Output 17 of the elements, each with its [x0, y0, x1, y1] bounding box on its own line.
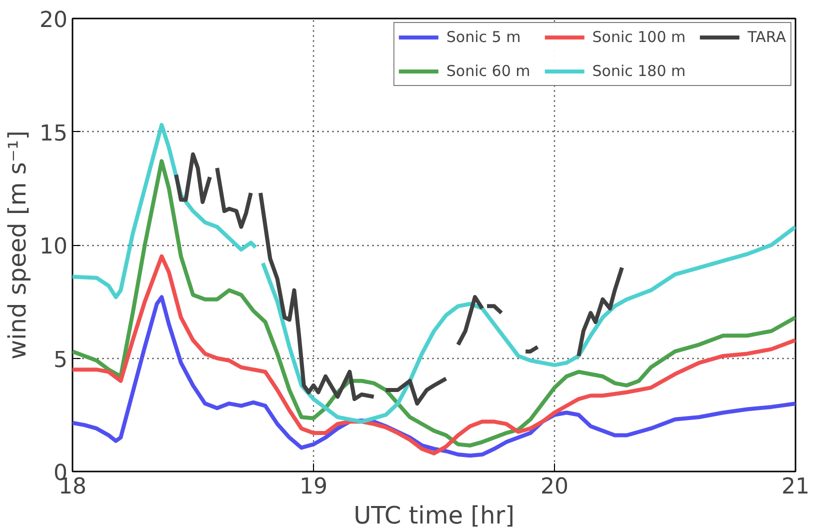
line-series: [72, 254, 796, 456]
x-axis-title: UTC time [hr]: [354, 502, 514, 530]
y-tick-label: 15: [40, 121, 68, 146]
x-tick-label: 21: [782, 474, 810, 500]
line-series: [72, 159, 796, 448]
legend-label: Sonic 60 m: [446, 62, 530, 80]
x-tick-label: 20: [540, 474, 569, 500]
legend-label: Sonic 100 m: [592, 28, 686, 46]
y-tick-label: 5: [54, 348, 68, 373]
line-series: [72, 295, 796, 458]
y-tick-label: 20: [40, 8, 68, 33]
y-tick-label: 10: [40, 234, 68, 260]
legend-label: TARA: [748, 28, 786, 46]
x-tick-label: 19: [300, 474, 328, 500]
legend-label: Sonic 180 m: [592, 62, 686, 80]
legend-label: Sonic 5 m: [446, 28, 521, 46]
y-axis-title: wind speed [m s⁻¹]: [4, 130, 32, 360]
